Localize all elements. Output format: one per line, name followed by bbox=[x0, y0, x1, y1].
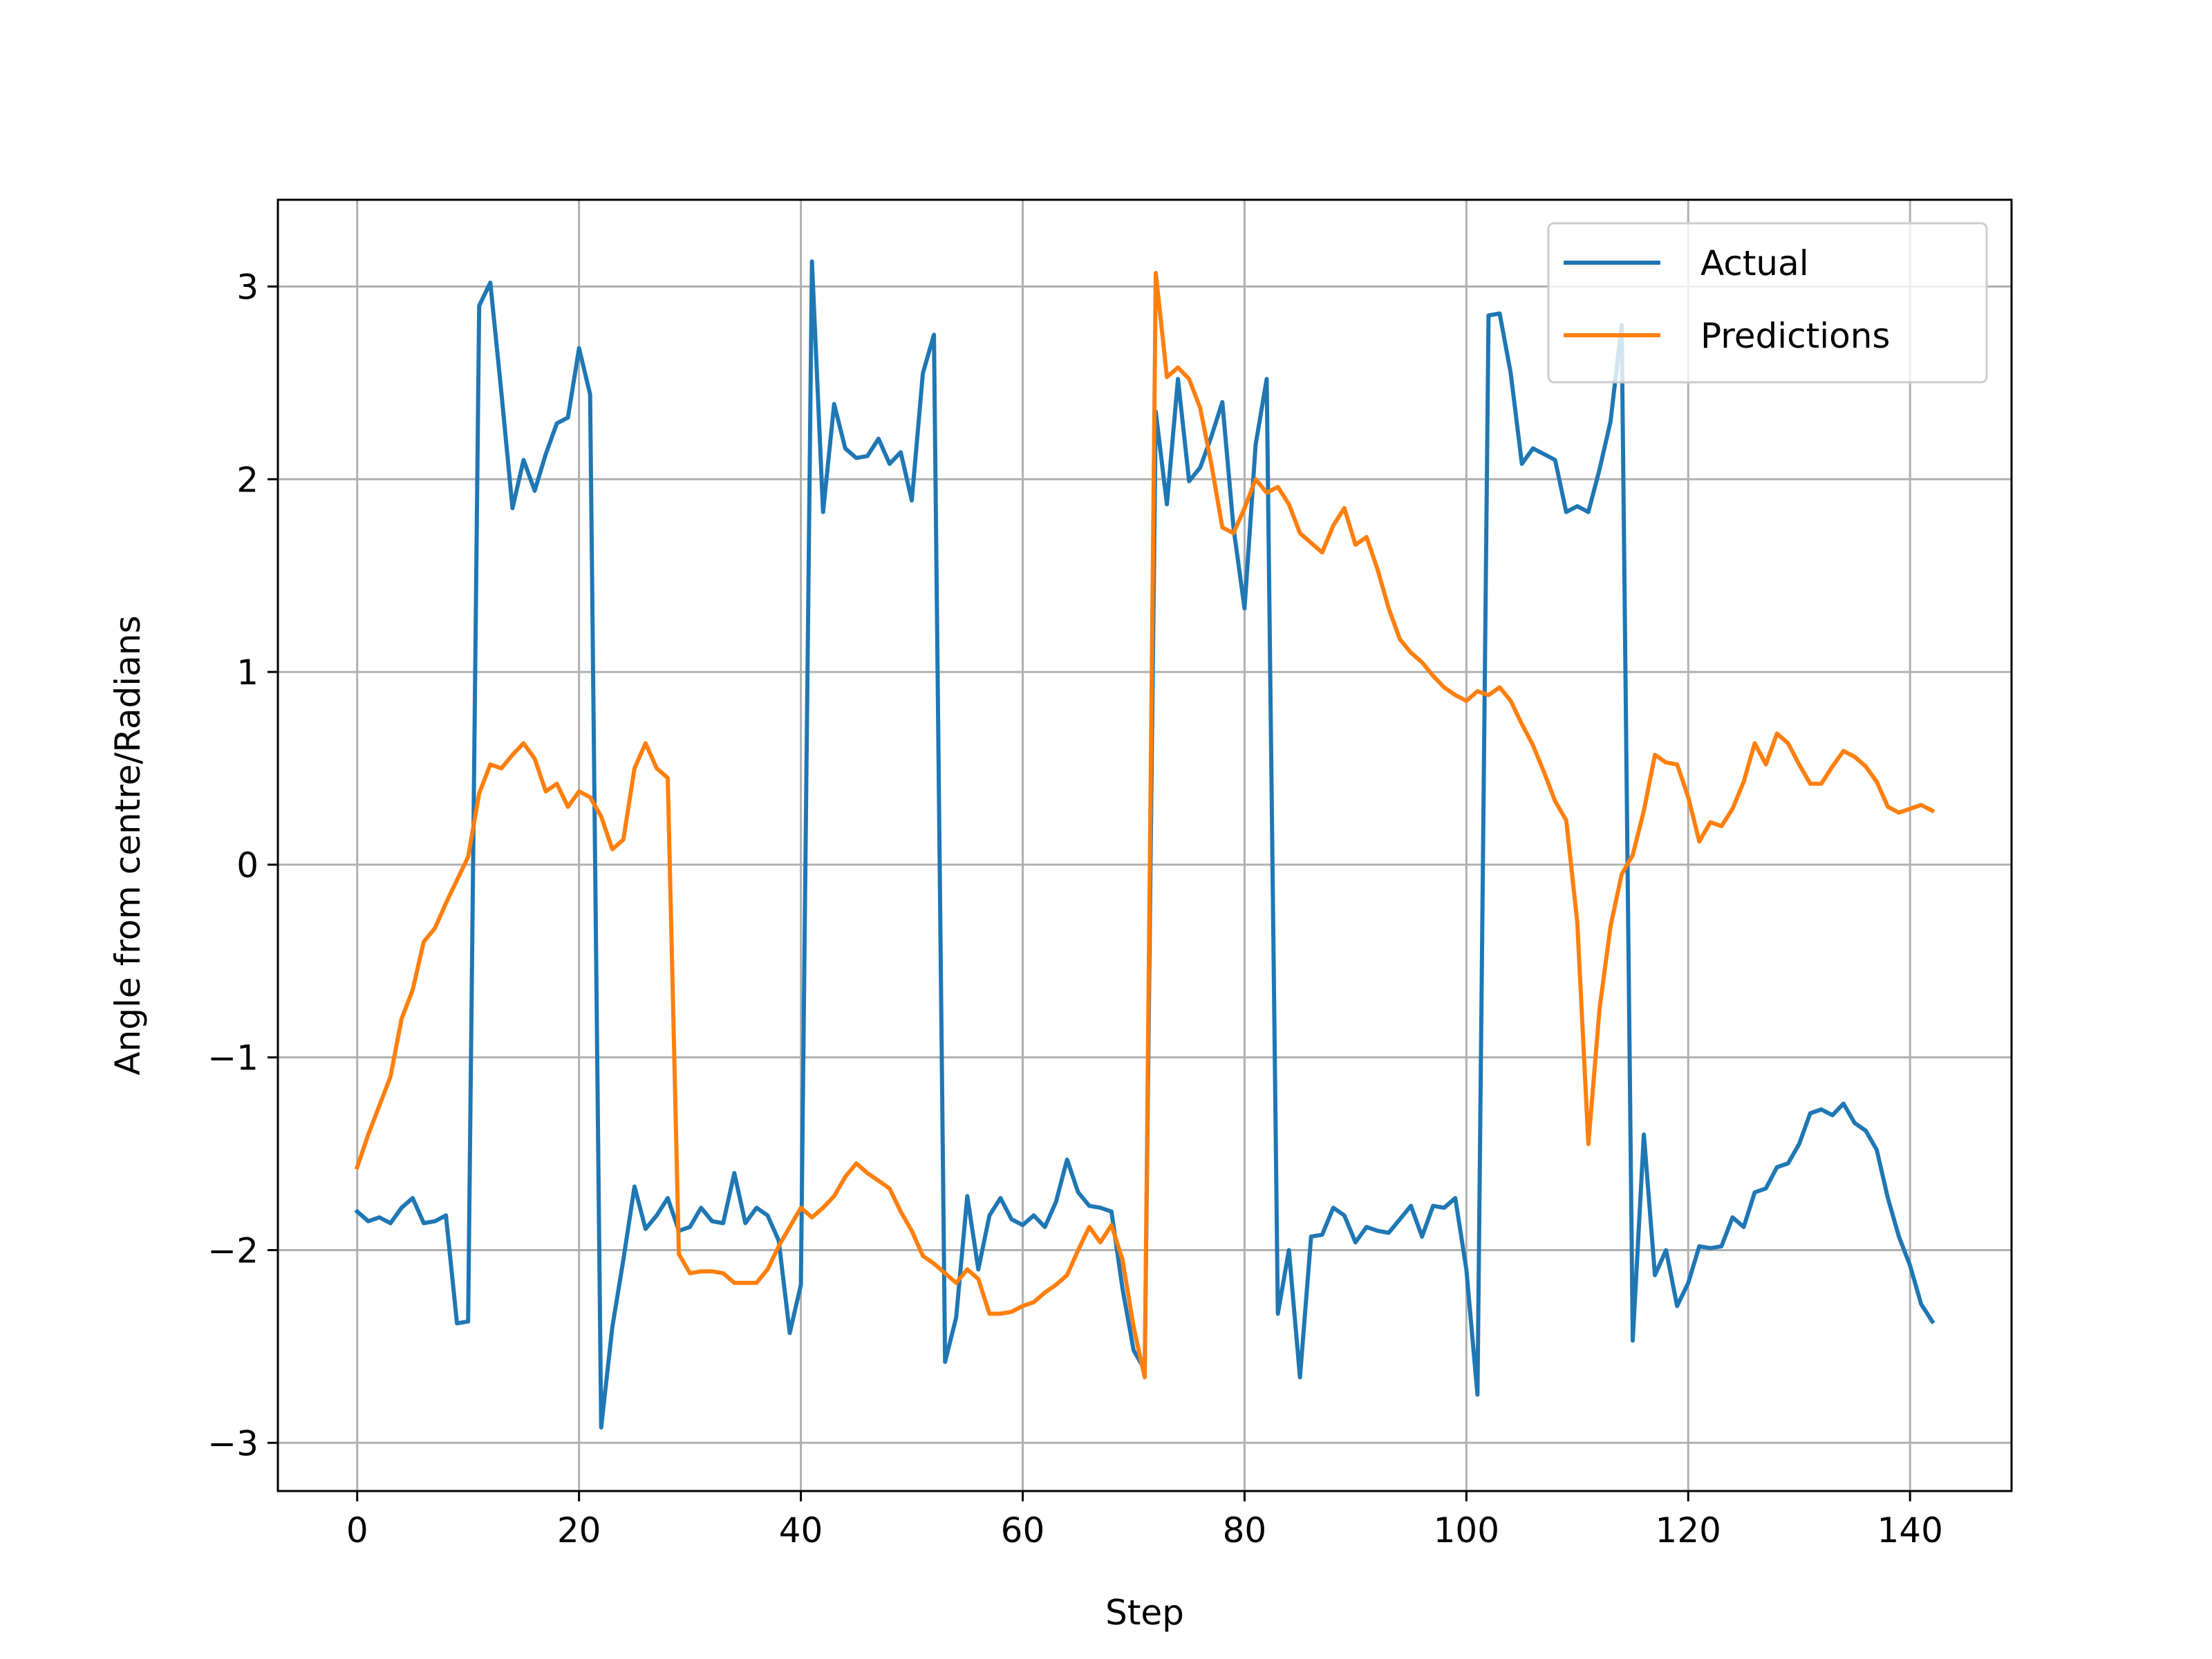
series-lines bbox=[354, 259, 1936, 1430]
axis-ticks: 0 20 40 60 80 100 120 140 −3 −2 −1 0 1 2 3 bbox=[207, 267, 1943, 1550]
x-tick-label: 80 bbox=[1223, 1510, 1267, 1550]
x-tick-label: 140 bbox=[1877, 1510, 1942, 1550]
legend-label-predictions: Predictions bbox=[1700, 316, 1890, 356]
x-tick-label: 60 bbox=[1001, 1510, 1045, 1550]
y-axis-label: Angle from centre/Radians bbox=[108, 615, 148, 1075]
y-tick-label: −2 bbox=[207, 1230, 259, 1271]
y-tick-label: −1 bbox=[207, 1038, 259, 1078]
x-tick-label: 120 bbox=[1656, 1510, 1721, 1550]
y-tick-label: −3 bbox=[207, 1423, 259, 1463]
y-tick-label: 1 bbox=[236, 653, 259, 693]
y-tick-label: 2 bbox=[236, 460, 259, 500]
x-axis-label: Step bbox=[1105, 1593, 1184, 1633]
y-tick-label: 3 bbox=[236, 267, 259, 307]
series-line-predictions bbox=[354, 270, 1936, 1380]
legend-label-actual: Actual bbox=[1700, 243, 1809, 283]
x-tick-label: 0 bbox=[346, 1510, 368, 1550]
legend: Actual Predictions bbox=[1547, 222, 1988, 384]
x-tick-label: 100 bbox=[1434, 1510, 1499, 1550]
x-tick-label: 40 bbox=[779, 1510, 823, 1550]
x-tick-label: 20 bbox=[557, 1510, 601, 1550]
plot-frame bbox=[276, 198, 2013, 1492]
y-tick-label: 0 bbox=[236, 845, 259, 885]
